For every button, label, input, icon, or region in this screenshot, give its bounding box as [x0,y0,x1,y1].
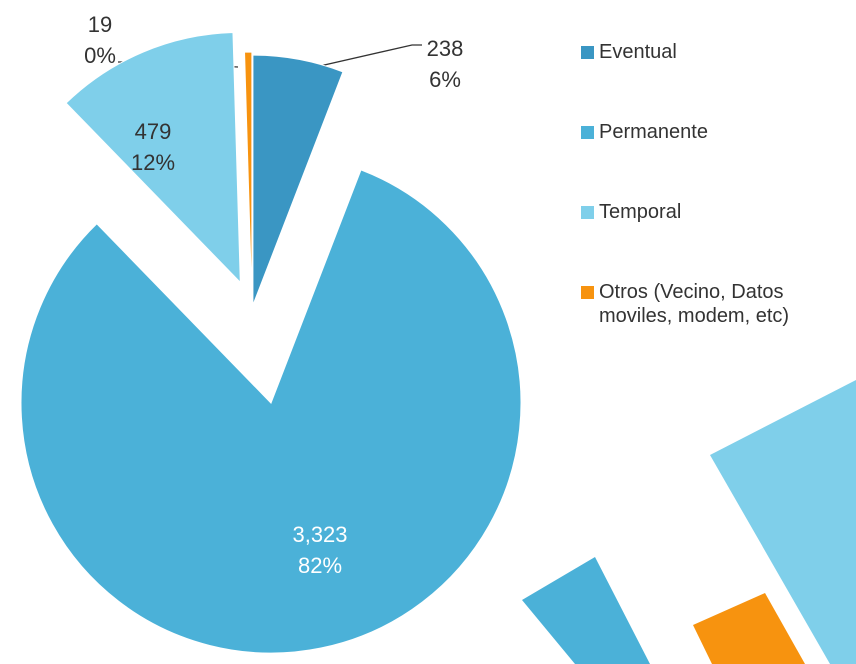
legend-label: Otros (Vecino, Datos moviles, modem, etc… [599,281,790,327]
label-percent: 6% [429,67,461,92]
label-value: 238 [427,36,464,61]
legend-swatch [581,206,594,219]
decoration [522,380,856,664]
label-percent: 12% [131,150,175,175]
pie-slice [244,51,253,303]
legend-swatch [581,126,594,139]
label-percent: 82% [298,553,342,578]
deco-shape [693,593,805,664]
pie-slice [20,169,522,654]
legend-item: Eventual [577,40,847,64]
pie-slice [252,54,344,306]
legend-label: Permanente [599,121,708,143]
legend-swatch [581,46,594,59]
legend-item: Temporal [577,200,847,224]
legend-label: Eventual [599,41,677,63]
pie-slice [65,31,241,284]
data-label: 238 6% [427,36,464,92]
label-value: 479 [135,119,172,144]
legend-item: Permanente [577,120,847,144]
label-value: 3,323 [292,522,347,547]
deco-shape [522,557,650,664]
legend: Eventual Permanente Temporal Otros (Vecino,… [577,40,847,384]
legend-swatch [581,286,594,299]
data-label: 479 12% [131,119,175,175]
legend-item: Otros (Vecino, Datos moviles, modem, etc… [577,280,847,328]
label-value: 19 [88,12,112,37]
deco-shape [710,380,856,664]
leader-line [297,44,422,72]
label-percent: 0% [84,43,116,68]
data-label: 3,323 82% [292,522,347,578]
data-label: 19 0% [84,12,116,68]
legend-label: Temporal [599,201,682,223]
